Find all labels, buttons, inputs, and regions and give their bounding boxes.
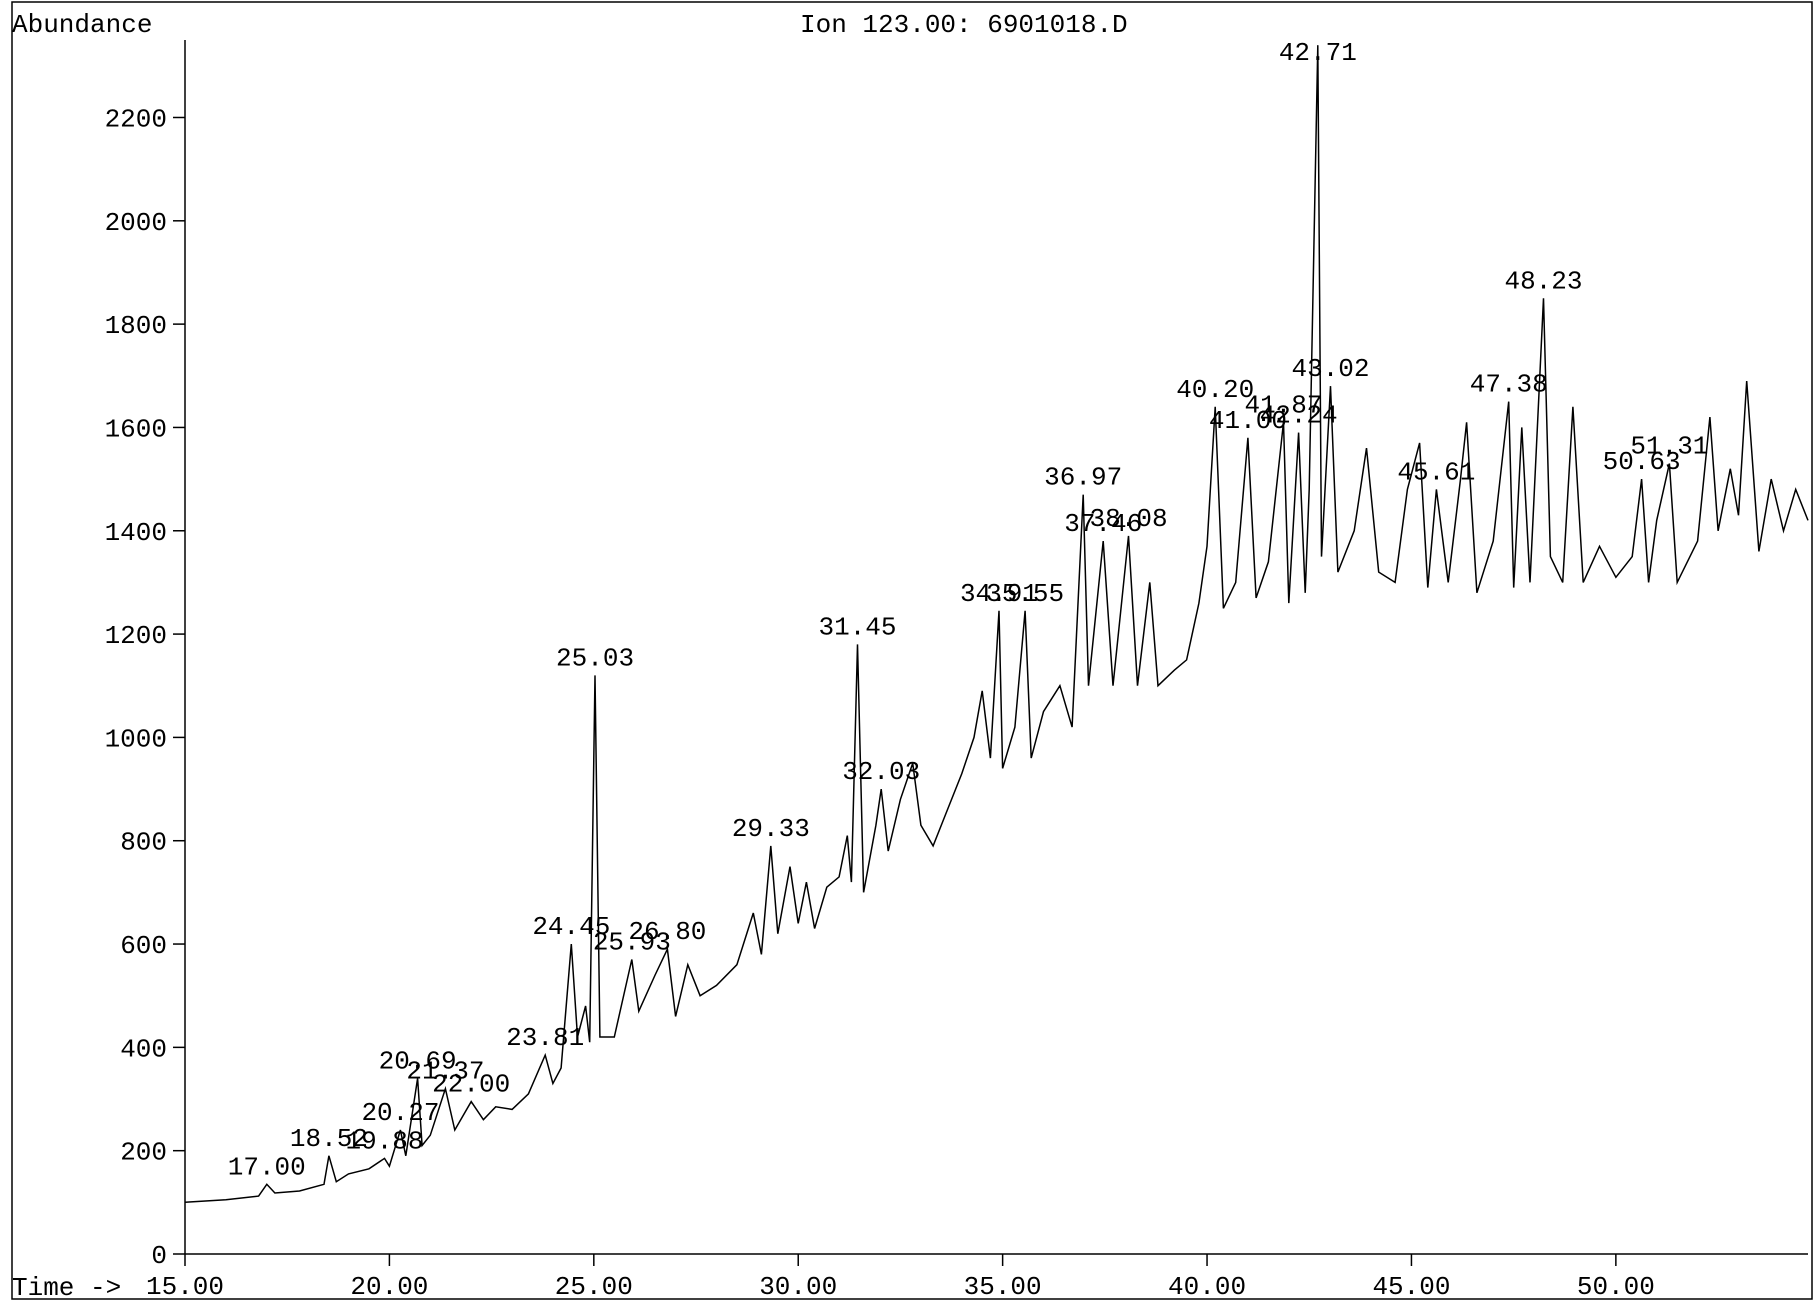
y-axis-label: Abundance [12,10,152,40]
peak-label: 22.00 [432,1070,510,1100]
peak-label: 36.97 [1044,463,1122,493]
peak-label: 34.91 [960,579,1038,609]
peak-label: 41.00 [1209,406,1287,436]
y-tick-label: 1600 [105,414,167,444]
x-tick-label: 25.00 [555,1272,633,1301]
peak-label: 32.03 [842,757,920,787]
peak-label: 35.55 [986,579,1064,609]
y-tick-label: 800 [120,828,167,858]
peak-label: 20.27 [361,1098,439,1128]
peak-label: 18.52 [290,1124,368,1154]
peak-label: 37.46 [1064,509,1142,539]
peak-label: 42.24 [1260,401,1338,431]
y-tick-label: 600 [120,931,167,961]
y-tick-label: 200 [120,1138,167,1168]
peak-label: 25.03 [556,643,634,673]
peak-label: 45.61 [1397,457,1475,487]
peak-label: 40.20 [1176,375,1254,405]
x-tick-label: 20.00 [350,1272,428,1301]
peak-label: 25.93 [593,928,671,958]
peak-label: 23.81 [506,1023,584,1053]
peak-label: 38.08 [1090,504,1168,534]
peak-label: 29.33 [732,814,810,844]
peak-label: 17.00 [228,1152,306,1182]
peak-label: 19.88 [345,1126,423,1156]
x-tick-label: 45.00 [1372,1272,1450,1301]
y-tick-label: 1400 [105,518,167,548]
x-tick-label: 50.00 [1577,1272,1655,1301]
x-axis-label: Time -> [12,1273,121,1301]
trace [184,45,1809,1204]
peak-label: 31.45 [818,612,896,642]
peak-label: 21.37 [406,1057,484,1087]
y-tick-label: 0 [151,1241,167,1271]
x-tick-label: 30.00 [759,1272,837,1301]
peak-label: 48.23 [1504,266,1582,296]
y-tick-label: 1800 [105,311,167,341]
peak-label: 51.31 [1630,432,1708,462]
y-tick-label: 1000 [105,724,167,754]
x-tick-label: 40.00 [1168,1272,1246,1301]
y-tick-label: 2200 [105,104,167,134]
peak-label: 42.71 [1279,38,1357,68]
peak-label: 47.38 [1470,370,1548,400]
peak-label: 50.63 [1603,447,1681,477]
peak-label: 41.87 [1244,390,1322,420]
peak-label: 26.80 [628,917,706,947]
peak-label: 43.02 [1291,354,1369,384]
frame [11,1,1813,1300]
x-tick-label: 35.00 [964,1272,1042,1301]
y-tick-label: 1200 [105,621,167,651]
y-tick-label: 400 [120,1034,167,1064]
peak-label: 24.45 [532,912,610,942]
x-tick-label: 15.00 [146,1272,224,1301]
chart-title: Ion 123.00: 6901018.D [800,10,1128,40]
peak-label: 20.69 [379,1046,457,1076]
y-tick-label: 2000 [105,208,167,238]
